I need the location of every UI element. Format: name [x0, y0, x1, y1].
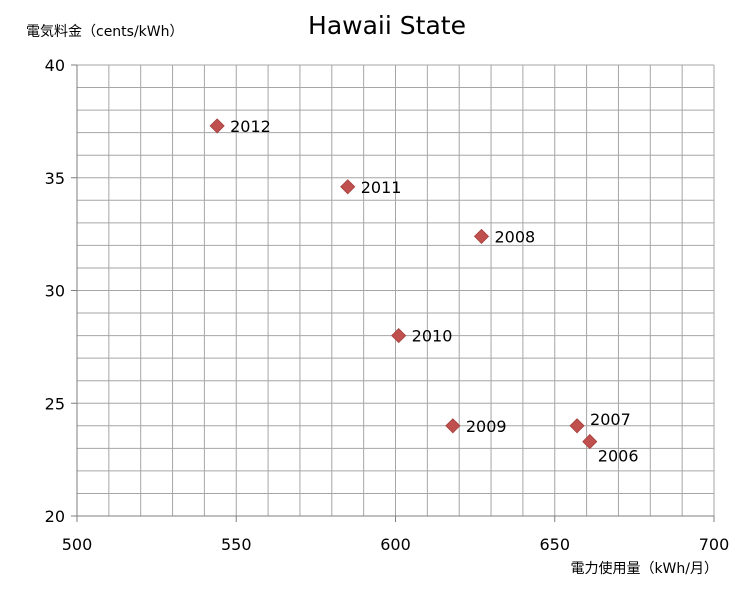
axes — [71, 64, 715, 522]
data-label-2010: 2010 — [412, 327, 453, 346]
chart-title: Hawaii State — [308, 11, 466, 40]
data-point-2008 — [473, 228, 490, 244]
data-label-2008: 2008 — [494, 227, 535, 246]
data-label-2006: 2006 — [598, 447, 639, 466]
x-tick-label: 550 — [221, 535, 252, 554]
data-points: 2012 2011 2008 2010 2009 2007 2006 — [209, 117, 639, 466]
y-tick-label: 25 — [45, 394, 65, 413]
data-point-2007 — [569, 418, 585, 434]
data-point-2009 — [445, 418, 461, 434]
data-label-2011: 2011 — [361, 178, 402, 197]
y-tick-label: 35 — [45, 169, 65, 188]
data-label-2009: 2009 — [466, 417, 507, 436]
y-axis-label: 電気料金（cents/kWh） — [26, 24, 184, 40]
x-axis-label: 電力使用量（kWh/月） — [570, 560, 718, 577]
y-tick-label: 40 — [45, 56, 65, 75]
data-point-2011 — [340, 179, 356, 195]
data-point-2012 — [209, 118, 225, 134]
x-tick-label: 600 — [380, 535, 411, 554]
y-tick-label: 20 — [45, 507, 65, 526]
y-tick-label: 30 — [45, 282, 65, 301]
tick-labels: 20 25 30 35 40 500 550 600 650 700 — [45, 56, 730, 554]
grid — [76, 64, 715, 517]
data-point-2006 — [582, 434, 598, 450]
x-tick-label: 500 — [62, 535, 93, 554]
data-label-2007: 2007 — [590, 410, 631, 429]
x-tick-label: 700 — [699, 535, 730, 554]
data-label-2012: 2012 — [230, 117, 271, 136]
x-tick-label: 650 — [539, 535, 570, 554]
data-point-2010 — [391, 328, 407, 344]
